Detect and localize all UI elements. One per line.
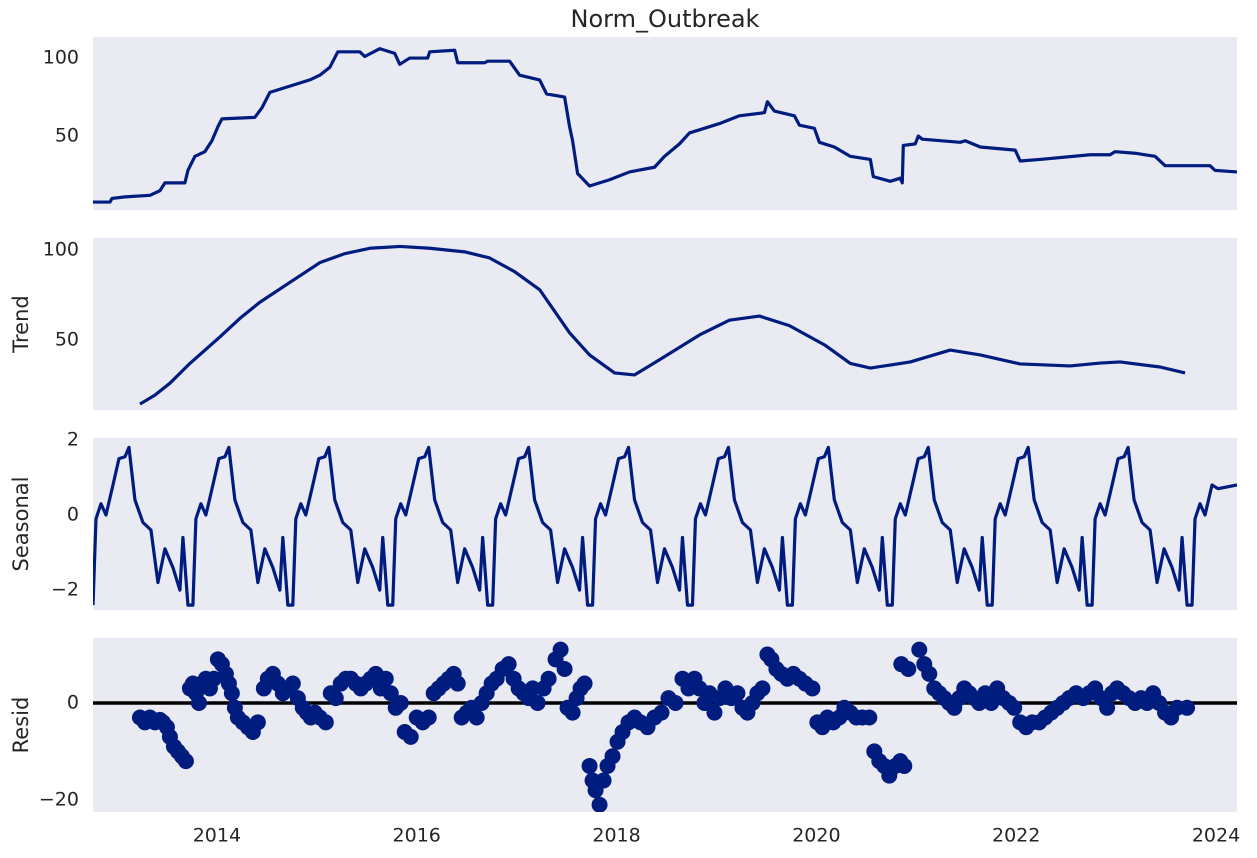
panel-background xyxy=(93,37,1237,210)
scatter-point xyxy=(921,665,938,682)
y-tick-label: 50 xyxy=(55,125,79,147)
series-line xyxy=(93,445,1237,607)
panel-background xyxy=(93,238,1237,410)
scatter-point xyxy=(1099,699,1116,716)
panel-marks xyxy=(93,47,1237,204)
scatter-point xyxy=(529,694,546,711)
scatter-point xyxy=(552,641,569,658)
scatter-point xyxy=(556,661,573,678)
scatter-point xyxy=(223,685,240,702)
scatter-point xyxy=(500,656,517,673)
y-axis-label: Resid xyxy=(9,697,33,754)
scatter-point xyxy=(706,704,723,721)
scatter-point xyxy=(754,680,771,697)
scatter-point xyxy=(190,694,207,711)
scatter-point xyxy=(540,670,557,687)
scatter-point xyxy=(327,690,344,707)
scatter-point xyxy=(861,709,878,726)
scatter-point xyxy=(595,772,612,789)
y-tick-label: −20 xyxy=(39,788,79,810)
scatter-point xyxy=(317,714,334,731)
scatter-point xyxy=(1006,699,1023,716)
panel-marks xyxy=(139,244,1186,406)
scatter-point xyxy=(911,641,928,658)
scatter-point xyxy=(284,675,301,692)
x-tick-label: 2022 xyxy=(992,825,1040,847)
scatter-point xyxy=(667,694,684,711)
scatter-point xyxy=(449,675,466,692)
scatter-point xyxy=(983,694,1000,711)
panel-marks xyxy=(93,445,1237,607)
y-axis-label: Trend xyxy=(9,295,33,353)
x-tick-label: 2014 xyxy=(193,825,241,847)
scatter-point xyxy=(900,661,917,678)
panel-marks xyxy=(93,641,1237,812)
scatter-point xyxy=(377,670,394,687)
y-tick-label: −2 xyxy=(51,579,79,601)
scatter-point xyxy=(177,753,194,770)
y-tick-label: 2 xyxy=(67,428,79,450)
scatter-point xyxy=(420,709,437,726)
panel-background xyxy=(93,438,1237,610)
series-line xyxy=(139,244,1186,406)
x-tick-label: 2020 xyxy=(792,825,840,847)
scatter-point xyxy=(205,670,222,687)
y-tick-label: 50 xyxy=(55,329,79,351)
y-tick-label: 0 xyxy=(67,691,79,713)
y-tick-label: 100 xyxy=(43,239,79,261)
scatter-point xyxy=(729,685,746,702)
scatter-point xyxy=(591,796,608,812)
scatter-point xyxy=(896,757,913,774)
scatter-point xyxy=(249,714,266,731)
y-tick-label: 0 xyxy=(67,503,79,525)
scatter-point xyxy=(382,685,399,702)
y-tick-label: 100 xyxy=(43,47,79,69)
x-tick-label: 2018 xyxy=(592,825,640,847)
scatter-point xyxy=(392,694,409,711)
scatter-point xyxy=(402,728,419,745)
scatter-point xyxy=(468,709,485,726)
scatter-point xyxy=(564,704,581,721)
chart-title: Norm_Outbreak xyxy=(571,5,760,33)
x-tick-label: 2024 xyxy=(1192,825,1240,847)
scatter-point xyxy=(524,680,541,697)
scatter-point xyxy=(604,748,621,765)
scatter-point xyxy=(1179,699,1196,716)
scatter-point xyxy=(653,704,670,721)
series-line xyxy=(93,47,1237,204)
y-axis-label: Seasonal xyxy=(9,477,33,572)
scatter-point xyxy=(581,757,598,774)
x-tick-label: 2016 xyxy=(393,825,441,847)
scatter-point xyxy=(576,675,593,692)
scatter-point xyxy=(804,680,821,697)
